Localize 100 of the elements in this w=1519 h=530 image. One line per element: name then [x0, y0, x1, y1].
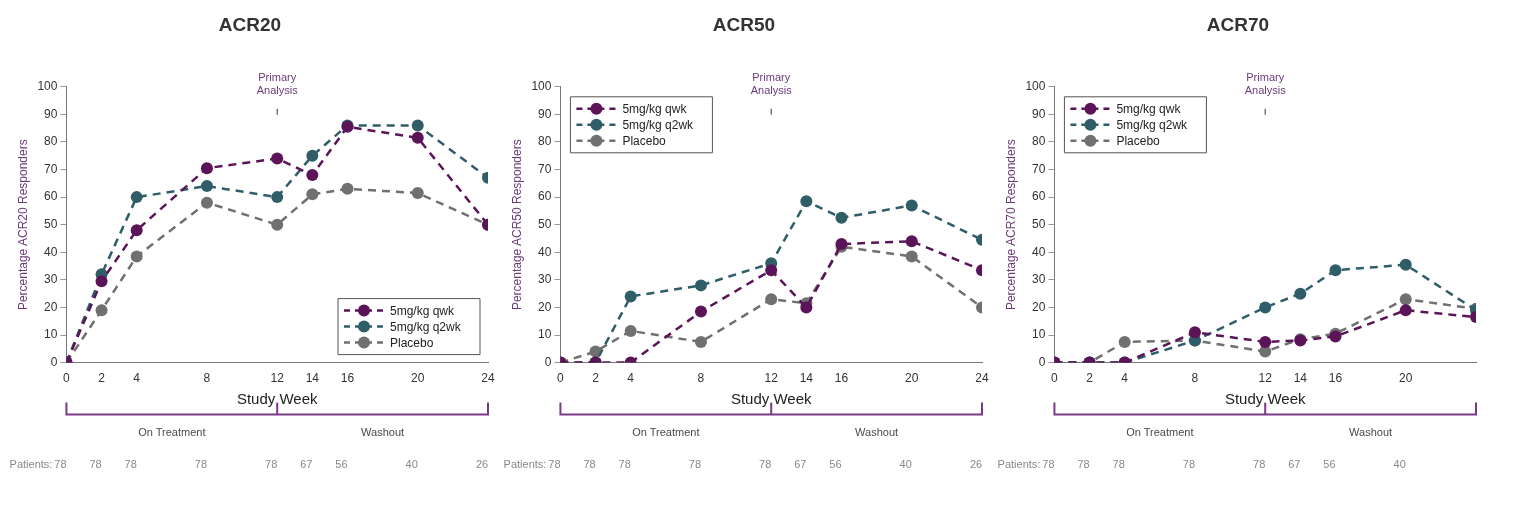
- text: 78: [89, 457, 102, 470]
- x-tick-label: 20: [411, 371, 425, 386]
- text: 78: [548, 457, 561, 470]
- text: 78: [1182, 457, 1196, 470]
- point: [95, 275, 108, 288]
- chart-title: ACR50: [712, 13, 776, 35]
- point: [271, 191, 284, 204]
- text: 78: [1077, 457, 1090, 470]
- text: 78: [1253, 457, 1266, 470]
- x-tick-label: 12: [270, 371, 285, 386]
- text: Patients:: [9, 457, 53, 470]
- chart-title: ACR20: [218, 13, 282, 35]
- text: 67: [794, 457, 807, 470]
- ref-line-label: Primary Analysis: [750, 70, 793, 96]
- point: [130, 250, 143, 263]
- point: [1259, 301, 1272, 314]
- x-tick-label: 0: [1051, 371, 1059, 386]
- x-tick-label: 2: [592, 371, 600, 386]
- point: [341, 182, 354, 195]
- y-tick-label: 80: [44, 134, 58, 149]
- point: [411, 131, 424, 144]
- point: [765, 264, 778, 277]
- text: On Treatment: [632, 425, 700, 438]
- point: [1188, 326, 1201, 339]
- x-tick-label: 8: [697, 371, 705, 386]
- point: [624, 290, 637, 303]
- text: 67: [1288, 457, 1301, 470]
- x-tick-label: 20: [905, 371, 919, 386]
- x-tick-label: 12: [764, 371, 779, 386]
- x-tick-label: 4: [133, 371, 141, 386]
- y-tick-label: 10: [1032, 327, 1046, 342]
- point: [306, 188, 319, 201]
- text: 78: [759, 457, 772, 470]
- x-tick-label: 2: [98, 371, 106, 386]
- y-tick-label: 30: [1032, 272, 1046, 287]
- point: [411, 119, 424, 132]
- point: [411, 186, 424, 199]
- x-tick-label: 24: [975, 371, 989, 386]
- text: On Treatment: [1126, 425, 1194, 438]
- y-tick-label: 20: [1032, 299, 1046, 314]
- legend-label: Placebo: [390, 335, 434, 350]
- y-tick-label: 30: [44, 272, 58, 287]
- text: 56: [335, 457, 348, 470]
- text: 78: [688, 457, 702, 470]
- y-tick-label: 50: [44, 217, 58, 232]
- legend-label: 5mg/kg q2wk: [622, 117, 695, 132]
- text: 56: [1323, 457, 1336, 470]
- x-tick-label: 20: [1399, 371, 1413, 386]
- x-tick-label: 16: [1328, 371, 1343, 386]
- y-tick-label: 90: [538, 106, 552, 121]
- text: 78: [583, 457, 596, 470]
- x-tick-label: 0: [557, 371, 565, 386]
- point: [200, 162, 213, 175]
- y-tick-label: 60: [44, 189, 58, 204]
- y-tick-label: 60: [538, 189, 552, 204]
- ref-line-label: Primary Analysis: [1244, 70, 1287, 96]
- x-tick-label: 8: [203, 371, 211, 386]
- legend-label: Placebo: [622, 133, 667, 148]
- point: [1399, 258, 1412, 271]
- point: [694, 335, 707, 348]
- text: 26: [969, 457, 983, 470]
- y-tick-label: 60: [1032, 189, 1046, 204]
- text: 78: [618, 457, 631, 470]
- y-tick-label: 30: [538, 272, 552, 287]
- y-tick-label: 70: [1032, 161, 1046, 176]
- point: [765, 293, 778, 306]
- y-axis-title: Percentage ACR50 Responders: [509, 139, 524, 311]
- x-tick-label: 4: [1121, 371, 1129, 386]
- x-tick-label: 14: [799, 371, 814, 386]
- y-tick-label: 10: [44, 327, 58, 342]
- y-tick-label: 90: [44, 106, 58, 121]
- point: [95, 304, 108, 317]
- text: On Treatment: [138, 425, 206, 438]
- text: 67: [300, 457, 313, 470]
- y-tick-label: 10: [538, 327, 552, 342]
- y-tick-label: 80: [1032, 134, 1046, 149]
- x-tick-label: 4: [627, 371, 635, 386]
- y-tick-label: 80: [538, 134, 552, 149]
- x-tick-label: 8: [1191, 371, 1199, 386]
- y-tick-label: 20: [44, 299, 58, 314]
- text: 78: [1112, 457, 1125, 470]
- point: [306, 149, 319, 162]
- x-axis-title: Study Week: [236, 390, 318, 408]
- point: [130, 224, 143, 237]
- y-tick-label: 90: [1032, 106, 1046, 121]
- point: [800, 301, 813, 314]
- point: [306, 169, 319, 182]
- x-tick-label: 0: [63, 371, 71, 386]
- text: 78: [194, 457, 208, 470]
- y-tick-label: 100: [37, 79, 58, 94]
- text: 26: [475, 457, 489, 470]
- text: Washout: [1349, 425, 1393, 438]
- point: [905, 235, 918, 248]
- legend-label: 5mg/kg qwk: [1116, 101, 1182, 116]
- legend-label: 5mg/kg qwk: [622, 101, 688, 116]
- point: [1118, 335, 1131, 348]
- point: [624, 324, 637, 337]
- chart-title: ACR70: [1206, 13, 1270, 35]
- y-tick-label: 40: [538, 244, 552, 259]
- point: [200, 180, 213, 193]
